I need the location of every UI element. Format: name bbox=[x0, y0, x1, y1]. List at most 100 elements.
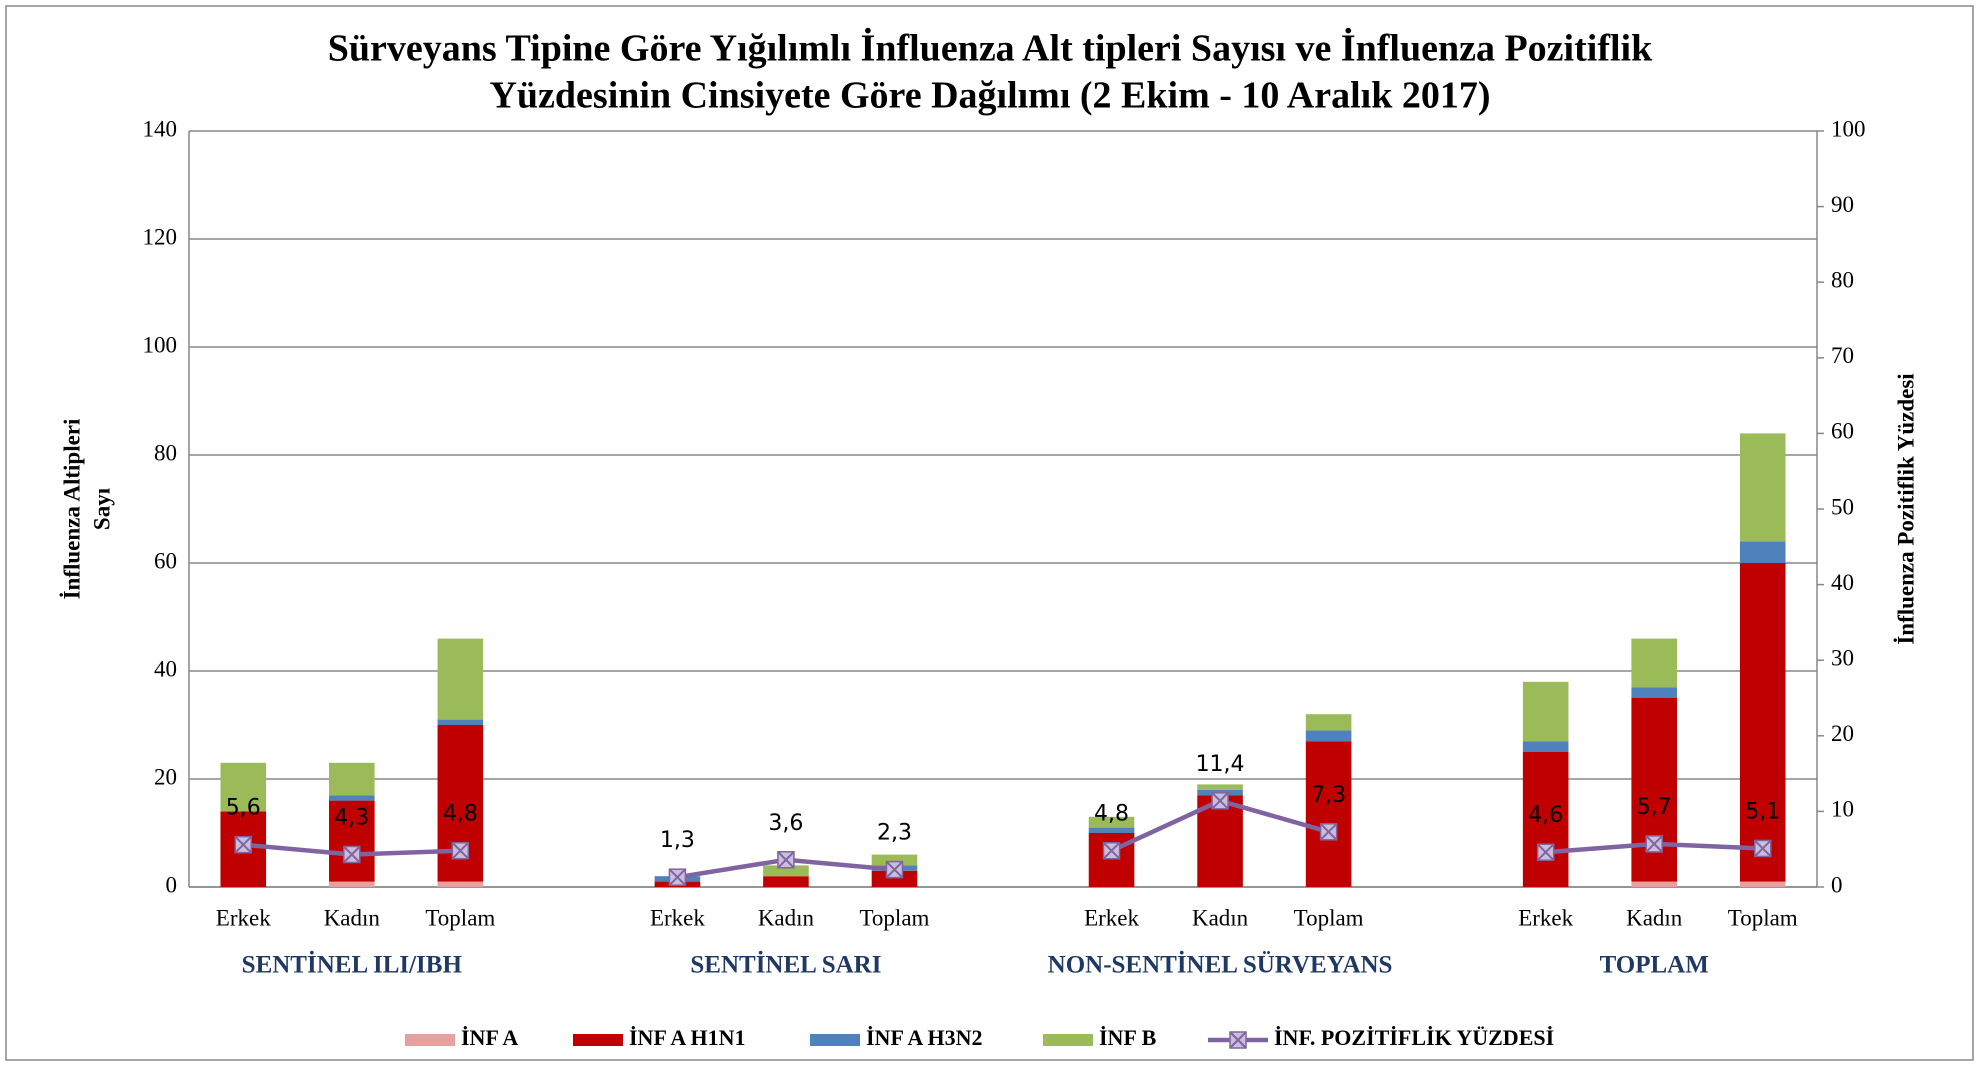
bar-segment bbox=[329, 881, 375, 887]
legend-swatch bbox=[1043, 1034, 1093, 1046]
y2-tick-label: 80 bbox=[1831, 267, 1854, 292]
data-label: 11,4 bbox=[1196, 752, 1245, 777]
bar-segment bbox=[1631, 687, 1677, 698]
group-label: SENTİNEL SARI bbox=[690, 951, 881, 979]
bar-segment bbox=[1197, 784, 1243, 790]
x-tick-label: Toplam bbox=[1728, 905, 1798, 930]
legend-label: İNF A H1N1 bbox=[629, 1025, 746, 1050]
x-tick-label: Kadın bbox=[324, 905, 381, 930]
bar-segment bbox=[1522, 681, 1569, 742]
line-marker bbox=[451, 841, 470, 860]
data-label: 1,3 bbox=[660, 828, 695, 853]
data-label: 4,3 bbox=[334, 805, 369, 830]
bar-segment bbox=[1522, 741, 1569, 752]
line-marker bbox=[1645, 835, 1663, 853]
marker-cross bbox=[668, 868, 687, 886]
y-tick-label: 20 bbox=[154, 764, 177, 789]
bar-segment bbox=[1305, 741, 1352, 887]
y-tick-label: 100 bbox=[143, 332, 178, 357]
data-label: 5,6 bbox=[226, 796, 261, 821]
line-marker bbox=[1536, 843, 1555, 861]
legend-label: İNF B bbox=[1099, 1025, 1157, 1050]
chart-frame bbox=[5, 5, 1974, 1061]
group-label: SENTİNEL ILI/IBH bbox=[242, 951, 463, 979]
marker-cross bbox=[234, 835, 252, 854]
y2-tick-label: 40 bbox=[1831, 570, 1854, 595]
data-label: 3,6 bbox=[768, 811, 803, 836]
bar-segment bbox=[1739, 563, 1786, 882]
y2-tick-label: 20 bbox=[1831, 721, 1854, 746]
bar-segment bbox=[1631, 881, 1677, 887]
line-marker bbox=[777, 851, 795, 869]
legend-label: İNF A bbox=[461, 1025, 518, 1050]
x-tick-label: Erkek bbox=[216, 905, 271, 930]
y-axis-title: İnfluenza Altipleri bbox=[59, 418, 84, 599]
data-label: 4,6 bbox=[1528, 803, 1563, 828]
marker-cross bbox=[343, 845, 361, 864]
legend-label: İNF. POZİTİFLİK YÜZDESİ bbox=[1274, 1025, 1554, 1050]
y-tick-label: 60 bbox=[154, 548, 177, 573]
line-marker bbox=[1229, 1031, 1247, 1049]
x-tick-label: Toplam bbox=[1294, 905, 1364, 930]
bar-segment bbox=[329, 762, 375, 796]
y-tick-label: 120 bbox=[143, 224, 178, 249]
bar-segment bbox=[1088, 827, 1135, 833]
marker-cross bbox=[451, 842, 470, 860]
bar-segment bbox=[1305, 714, 1352, 731]
bar-segment bbox=[1197, 795, 1243, 887]
y-tick-label: 0 bbox=[166, 872, 178, 897]
bar-segment bbox=[329, 795, 375, 801]
data-label: 4,8 bbox=[1094, 802, 1129, 827]
x-tick-label: Erkek bbox=[1518, 905, 1573, 930]
bar-segment bbox=[1305, 730, 1352, 742]
chart-title: Yüzdesinin Cinsiyete Göre Dağılımı (2 Ek… bbox=[489, 75, 1490, 117]
y2-tick-label: 10 bbox=[1831, 797, 1854, 822]
marker-cross bbox=[1211, 792, 1229, 810]
data-label: 4,8 bbox=[443, 802, 478, 827]
bar-segment bbox=[329, 800, 375, 882]
bar-segment bbox=[220, 762, 267, 812]
data-label: 5,7 bbox=[1637, 795, 1672, 820]
marker-cross bbox=[1536, 843, 1555, 861]
group-label: NON-SENTİNEL SÜRVEYANS bbox=[1048, 951, 1393, 979]
bar-segment bbox=[1088, 816, 1135, 828]
bar-segment bbox=[1631, 698, 1677, 882]
line-marker bbox=[1211, 792, 1229, 810]
y2-tick-label: 60 bbox=[1831, 419, 1854, 444]
y2-tick-label: 30 bbox=[1831, 645, 1854, 670]
line-marker bbox=[1319, 823, 1338, 841]
line-marker bbox=[668, 868, 687, 886]
x-tick-label: Erkek bbox=[650, 905, 705, 930]
bar-segment bbox=[1522, 752, 1569, 887]
y2-tick-label: 100 bbox=[1831, 116, 1866, 141]
x-tick-label: Kadın bbox=[1192, 905, 1249, 930]
legend-swatch bbox=[810, 1034, 860, 1046]
x-tick-label: Erkek bbox=[1084, 905, 1139, 930]
bar-segment bbox=[871, 854, 918, 866]
marker-cross bbox=[1319, 823, 1338, 841]
marker-cross bbox=[1754, 839, 1772, 858]
bar-segment bbox=[1739, 881, 1786, 887]
y2-tick-label: 70 bbox=[1831, 343, 1854, 368]
x-tick-label: Kadın bbox=[758, 905, 815, 930]
bar-segment bbox=[763, 865, 809, 877]
y2-axis-title: İnfluenza Pozitiflik Yüzdesi bbox=[1893, 373, 1918, 645]
legend-swatch bbox=[405, 1034, 455, 1046]
bar-segment bbox=[1631, 638, 1677, 688]
chart-title: Sürveyans Tipine Göre Yığılımlı İnfluenz… bbox=[328, 28, 1653, 70]
line-marker bbox=[343, 845, 361, 864]
bar-segment bbox=[763, 876, 809, 887]
group-label: TOPLAM bbox=[1600, 952, 1709, 979]
y2-tick-label: 90 bbox=[1831, 192, 1854, 217]
bar-segment bbox=[1739, 433, 1786, 542]
x-tick-label: Toplam bbox=[425, 905, 495, 930]
marker-cross bbox=[1102, 842, 1121, 860]
bar-segment bbox=[437, 881, 484, 887]
bar-segment bbox=[437, 719, 484, 725]
data-label: 7,3 bbox=[1311, 783, 1346, 808]
y-tick-label: 40 bbox=[154, 656, 177, 681]
y-tick-label: 140 bbox=[143, 116, 178, 141]
data-label: 2,3 bbox=[877, 821, 912, 846]
